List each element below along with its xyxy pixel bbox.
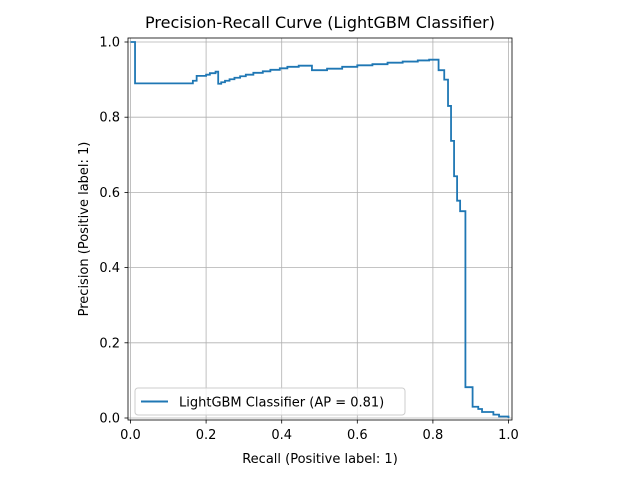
y-tick-label: 1.0 <box>99 36 120 51</box>
plot-area-frame <box>127 37 513 421</box>
x-tick-label: 0.8 <box>423 428 444 443</box>
chart-title: Precision-Recall Curve (LightGBM Classif… <box>145 13 495 32</box>
y-tick-label: 0.4 <box>99 261 120 276</box>
legend-label-lightgbm: LightGBM Classifier (AP = 0.81) <box>179 396 384 411</box>
y-tick-label: 0.6 <box>99 186 120 201</box>
x-tick-label: 1.0 <box>498 428 519 443</box>
y-tick-label: 0.8 <box>99 111 120 126</box>
legend: LightGBM Classifier (AP = 0.81) <box>134 387 406 416</box>
series-line-lightgbm <box>130 41 510 418</box>
y-tick-label: 0.2 <box>99 336 120 351</box>
series-layer <box>130 41 510 418</box>
x-axis-label: Recall (Positive label: 1) <box>242 452 398 467</box>
y-tick-label: 0.0 <box>99 412 120 427</box>
x-tick-label: 0.0 <box>120 428 141 443</box>
x-tick-label: 0.6 <box>347 428 368 443</box>
x-tick-label: 0.4 <box>271 428 292 443</box>
x-tick-label: 0.2 <box>196 428 217 443</box>
x-axis: 0.0 0.2 0.4 0.6 0.8 1.0 <box>120 420 519 443</box>
grid-lines <box>128 38 512 420</box>
y-axis: 0.0 0.2 0.4 0.6 0.8 1.0 <box>99 36 128 427</box>
y-axis-label: Precision (Positive label: 1) <box>77 142 92 317</box>
legend-box <box>134 387 406 416</box>
